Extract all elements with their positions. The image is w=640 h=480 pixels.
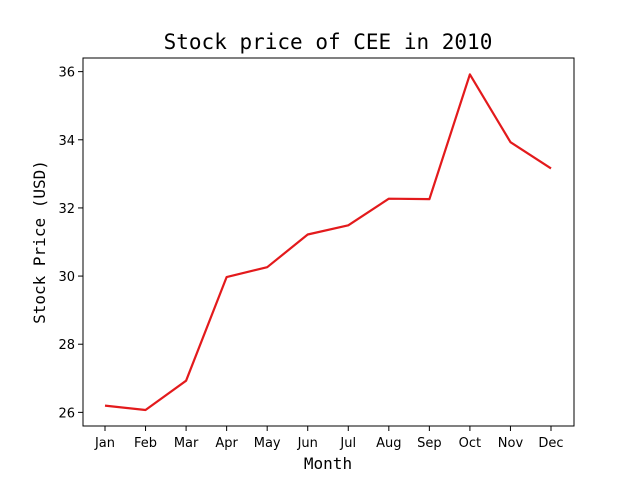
plot-area: Jan Feb Mar Apr May Jun Jul Aug Sep Oct Nov Dec 26 28… [58,66,563,451]
x-tick-label: Apr [215,436,238,451]
y-tick-label: 34 [58,134,75,149]
y-tick-label: 32 [58,202,75,217]
plot-frame [82,57,575,427]
x-tick-label: Nov [498,436,524,451]
x-tick-label: Sep [417,436,442,451]
x-tick-label: Jun [297,436,318,451]
x-tick-label: Feb [134,436,157,451]
x-tick-label: Jul [339,436,356,451]
y-tick-label: 30 [58,270,75,285]
y-tick-label: 36 [58,66,75,81]
x-tick-label: Dec [538,436,563,451]
y-axis-label: Stock Price (USD) [30,160,49,324]
chart-title: Stock price of CEE in 2010 [164,30,493,54]
x-axis-label: Month [304,454,352,473]
y-tick-label: 26 [58,406,75,421]
x-tick-label: Jan [94,436,115,451]
x-tick-label: May [254,436,281,451]
y-tick-label: 28 [58,338,75,353]
x-tick-label: Aug [376,436,401,451]
x-tick-label: Mar [174,436,199,451]
x-tick-label: Oct [459,436,481,451]
series-line [104,73,552,412]
